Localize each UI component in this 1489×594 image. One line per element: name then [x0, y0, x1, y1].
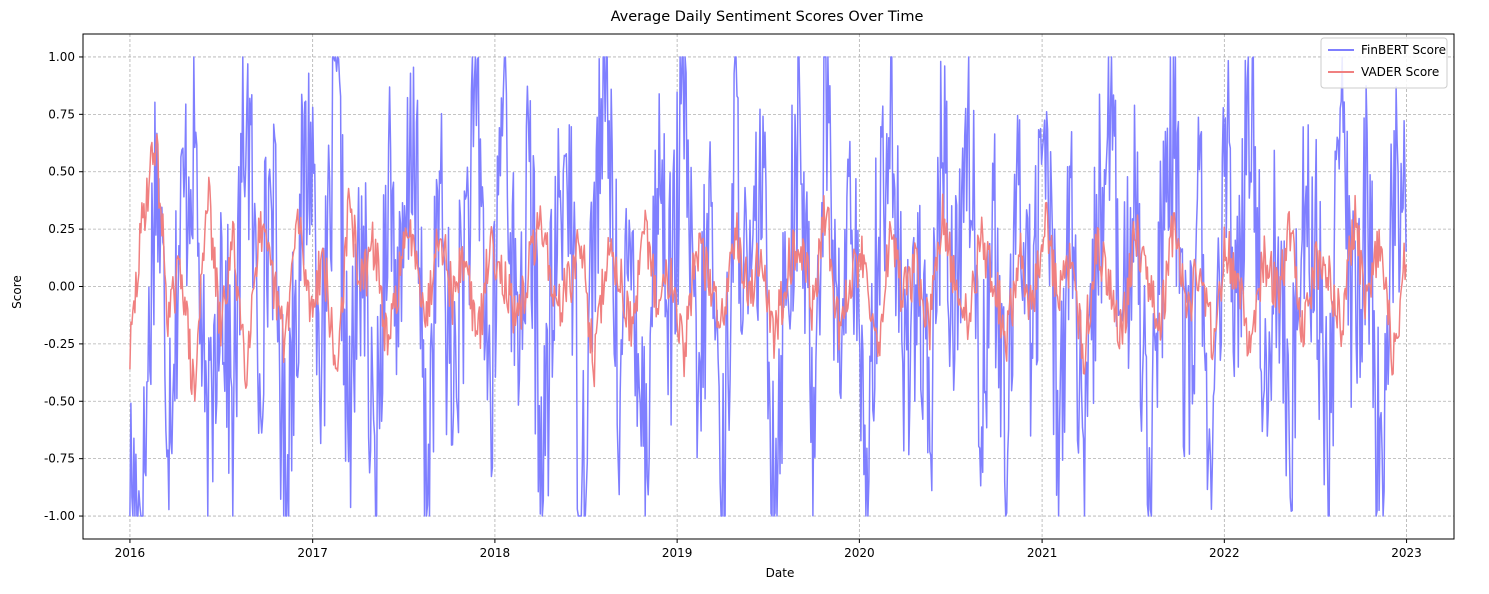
x-tick-label: 2017 [297, 546, 328, 560]
y-axis-label: Score [10, 275, 24, 309]
legend-label-vader: VADER Score [1361, 65, 1439, 79]
y-tick-label: 0.50 [48, 165, 75, 179]
x-tick-label: 2018 [480, 546, 511, 560]
x-axis-label: Date [766, 566, 795, 580]
y-tick-label: 0.00 [48, 280, 75, 294]
y-tick-label: -1.00 [44, 509, 75, 523]
y-tick-label: 0.75 [48, 107, 75, 121]
series-line-vader-score [129, 133, 1407, 402]
x-tick-label: 2019 [662, 546, 693, 560]
x-tick-label: 2022 [1209, 546, 1240, 560]
series-line-finbert-score [129, 56, 1407, 517]
y-tick-label: -0.50 [44, 394, 75, 408]
y-tick-label: -0.75 [44, 452, 75, 466]
x-tick-label: 2016 [115, 546, 146, 560]
y-tick-label: 0.25 [48, 222, 75, 236]
series-layer [129, 56, 1407, 517]
y-tick-label: -0.25 [44, 337, 75, 351]
x-axis: 2016 2017 2018 2019 2020 2021 2022 2023 [115, 539, 1422, 560]
legend-label-finbert: FinBERT Score [1361, 43, 1446, 57]
x-tick-label: 2021 [1027, 546, 1058, 560]
chart-title: Average Daily Sentiment Scores Over Time [611, 9, 924, 25]
x-tick-label: 2020 [844, 546, 875, 560]
y-tick-label: 1.00 [48, 50, 75, 64]
legend: FinBERT Score VADER Score [1320, 37, 1448, 89]
x-tick-label: 2023 [1391, 546, 1422, 560]
y-axis: -1.00 -0.75 -0.50 -0.25 0.00 0.25 0.50 0.75 1.00 [44, 50, 83, 523]
